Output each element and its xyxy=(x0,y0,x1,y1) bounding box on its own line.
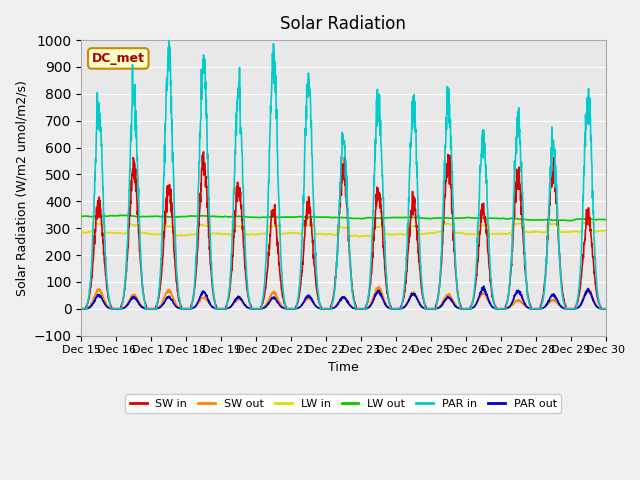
Y-axis label: Solar Radiation (W/m2 umol/m2/s): Solar Radiation (W/m2 umol/m2/s) xyxy=(15,80,28,296)
Legend: SW in, SW out, LW in, LW out, PAR in, PAR out: SW in, SW out, LW in, LW out, PAR in, PA… xyxy=(125,395,561,413)
X-axis label: Time: Time xyxy=(328,361,359,374)
Title: Solar Radiation: Solar Radiation xyxy=(280,15,406,33)
Text: DC_met: DC_met xyxy=(92,52,145,65)
